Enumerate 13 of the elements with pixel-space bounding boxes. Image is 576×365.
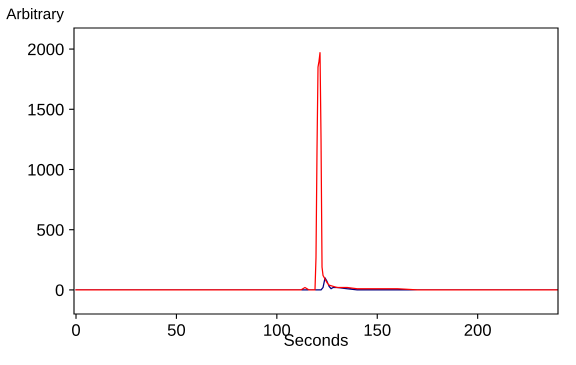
x-tick-label: 100: [264, 324, 290, 336]
y-tick-label: 0: [56, 284, 64, 296]
x-tick-label: 0: [72, 324, 80, 336]
y-tick-label: 1500: [28, 104, 64, 116]
y-tick-label: 2000: [28, 43, 64, 56]
y-tick-label: 1000: [28, 164, 64, 176]
y-axis-title: Arbitrary: [6, 8, 64, 22]
x-tick-label: 150: [364, 324, 391, 336]
y-tick-label: 500: [37, 224, 64, 236]
x-tick-label: 50: [168, 324, 186, 336]
x-axis-title: Seconds: [284, 334, 348, 346]
x-tick-label: 200: [464, 324, 491, 336]
line-series: [75, 52, 558, 291]
